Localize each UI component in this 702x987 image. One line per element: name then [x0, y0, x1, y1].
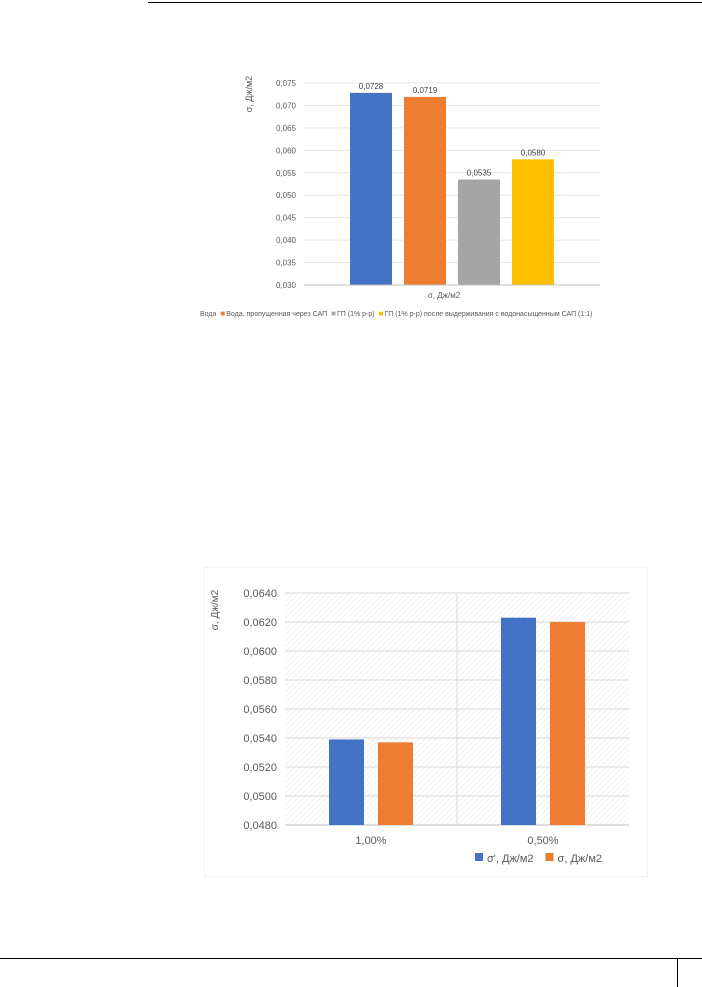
- chart1-y-tick-label: 0,075: [276, 79, 297, 88]
- chart1-legend-entry: Вода: [200, 311, 216, 318]
- chart1-data-label: 0,0719: [413, 86, 438, 95]
- chart1-data-label: 0,0580: [521, 148, 546, 157]
- chart1-y-tick-label: 0,070: [276, 101, 297, 110]
- chart2-bar: [550, 622, 585, 825]
- chart1-y-tick-label: 0,030: [276, 281, 297, 290]
- chart1-data-label: 0,0728: [359, 82, 384, 91]
- header-rule: [148, 2, 702, 3]
- chart2-y-tick-label: 0,0640: [243, 588, 277, 600]
- chart2-legend-entry: σ, Дж/м2: [558, 853, 602, 865]
- chart1-bar: [458, 179, 500, 285]
- chart2-y-tick-label: 0,0520: [243, 762, 277, 774]
- chart1-y-tick-label: 0,040: [276, 236, 297, 245]
- chart1-bar: [512, 159, 554, 285]
- chart2-y-tick-label: 0,0600: [243, 646, 277, 658]
- chart1-legend-swatch: ■: [220, 309, 225, 318]
- chart2-y-tick-label: 0,0620: [243, 617, 277, 629]
- chart2-legend-swatch: [545, 853, 554, 861]
- chart1-legend-entry: ГП (1% р-р) после выдерживания с водонас…: [384, 311, 592, 318]
- chart2-y-tick-label: 0,0500: [243, 791, 277, 803]
- chart1-legend-entry: Вода, пропущенная через САП: [226, 311, 327, 318]
- chart1-y-axis-label: σ, Дж/м2: [244, 76, 254, 112]
- chart1-legend-entry: ГП (1% р-р): [337, 311, 375, 318]
- chart2-bar: [378, 742, 413, 825]
- chart2-bar: [501, 617, 536, 825]
- chart1-y-tick-label: 0,060: [276, 146, 297, 155]
- chart2-bar: [329, 739, 364, 825]
- chart2-y-tick-label: 0,0560: [243, 704, 277, 716]
- chart1-y-tick-label: 0,045: [276, 214, 297, 223]
- chart1-x-axis-label: σ, Дж/м2: [428, 291, 461, 300]
- chart1-y-tick-label: 0,055: [276, 169, 297, 178]
- chart-surface-tension-concentration: 0,0480 0,0500 0,0520 0,0540 0,0560 0,0580 0,06…: [205, 568, 647, 876]
- chart2-legend-swatch: [475, 853, 483, 861]
- chart2-svg: 0,0480 0,0500 0,0520 0,0540 0,0560 0,0580 0,06…: [210, 588, 629, 865]
- chart1-legend-swatch: ■: [331, 309, 336, 318]
- chart2-y-tick-label: 0,0480: [243, 820, 277, 832]
- chart1-y-tick-label: 0,050: [276, 191, 297, 200]
- footer-rule: [0, 958, 702, 959]
- chart1-y-tick-label: 0,035: [276, 259, 297, 268]
- chart2-category-label: 1,00%: [355, 835, 386, 847]
- chart1-svg: 0,030 0,035 0,040 0,045 0,050 0,055 0,060 0,065…: [200, 76, 600, 318]
- chart1-y-tick-label: 0,065: [276, 124, 297, 133]
- chart1-bar: [350, 92, 392, 286]
- chart1-legend: Вода ■Вода, пропущенная через САП ■ГП (1% …: [200, 309, 592, 318]
- chart2-y-tick-label: 0,0580: [243, 675, 277, 687]
- chart2-category-label: 0,50%: [527, 835, 558, 847]
- chart2-y-tick-label: 0,0540: [243, 733, 277, 745]
- chart2-y-axis-label: σ, Дж/м2: [210, 589, 221, 630]
- chart1-data-label: 0,0535: [467, 169, 492, 178]
- chart-surface-tension-water: 0,030 0,035 0,040 0,045 0,050 0,055 0,060 0,065…: [192, 70, 677, 332]
- page-number-box: [677, 958, 702, 987]
- chart1-bar: [404, 96, 446, 285]
- chart1-legend-swatch: ■: [379, 309, 384, 318]
- chart2-legend-entry: σ', Дж/м2: [487, 853, 534, 865]
